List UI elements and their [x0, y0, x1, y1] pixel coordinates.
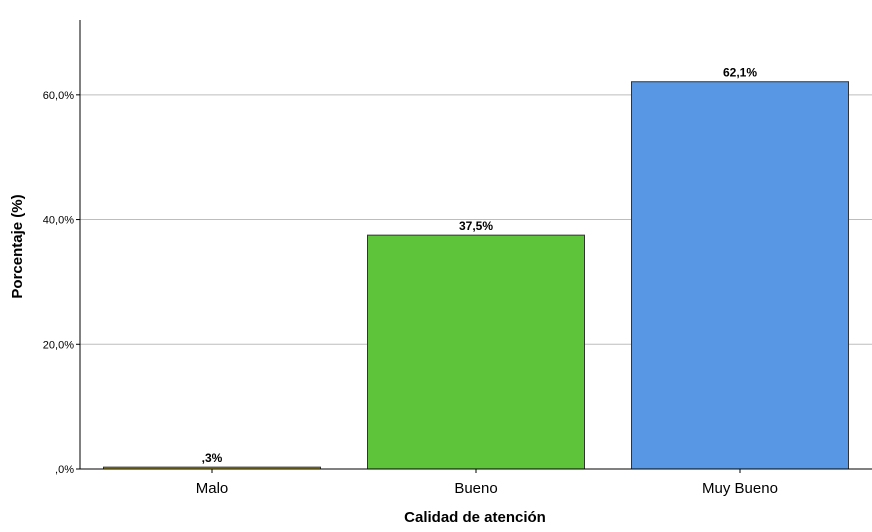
bars [103, 81, 849, 470]
x-tick-labels: Malo Bueno Muy Bueno [196, 469, 778, 497]
x-tick-label: Muy Bueno [702, 480, 778, 497]
y-tick-label: 40,0% [43, 215, 74, 227]
y-tick-label: ,0% [55, 464, 74, 476]
y-tick-label: 60,0% [43, 90, 74, 102]
data-label: 62,1% [723, 66, 757, 80]
data-label: ,3% [202, 451, 223, 465]
x-tick-label: Bueno [454, 480, 497, 497]
y-tick-label: 20,0% [43, 339, 74, 351]
data-labels: ,3% 37,5% 62,1% [202, 66, 758, 465]
y-axis-title: Porcentaje (%) [9, 194, 26, 298]
y-tick-labels: ,0% 20,0% 40,0% 60,0% [43, 90, 80, 476]
x-tick-label: Malo [196, 480, 229, 497]
bar-bueno [367, 234, 585, 470]
data-label: 37,5% [459, 219, 493, 233]
bar-muy-bueno [631, 81, 849, 470]
x-axis-title: Calidad de atención [404, 509, 546, 526]
